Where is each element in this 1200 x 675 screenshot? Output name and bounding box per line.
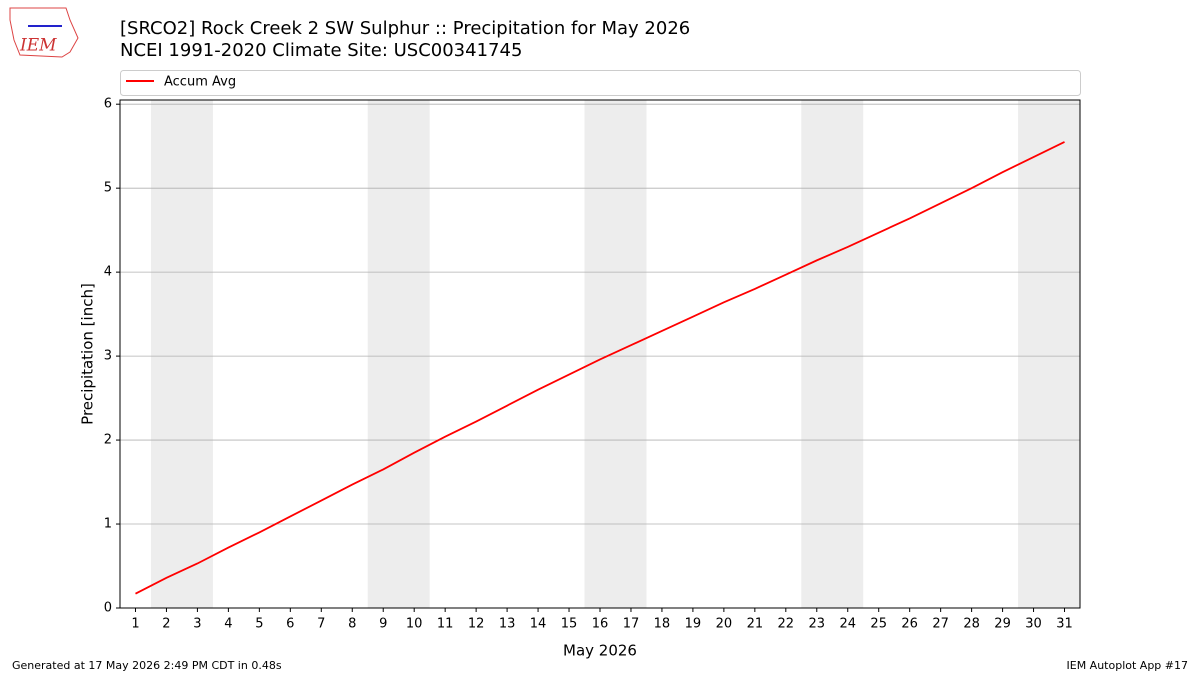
logo: IEM — [9, 7, 79, 58]
weekend-shade — [150, 100, 213, 608]
x-tick-label: 19 — [685, 617, 702, 632]
x-tick-label: 15 — [561, 617, 578, 632]
x-tick-label: 24 — [839, 617, 856, 632]
x-tick-label: 20 — [716, 617, 733, 632]
x-tick-label: 30 — [1025, 617, 1042, 632]
y-tick-label: 4 — [104, 265, 112, 280]
x-tick-label: 2 — [162, 617, 170, 632]
footer-right: IEM Autoplot App #17 — [1067, 659, 1189, 672]
x-tick-label: 11 — [437, 617, 454, 632]
x-tick-label: 17 — [623, 617, 640, 632]
x-tick-label: 8 — [348, 617, 356, 632]
weekend-shade — [801, 100, 864, 608]
weekend-shade — [1018, 100, 1080, 608]
chart-title: [SRCO2] Rock Creek 2 SW Sulphur :: Preci… — [120, 18, 690, 39]
y-tick-label: 6 — [104, 97, 112, 112]
x-tick-label: 9 — [379, 617, 387, 632]
y-tick-label: 0 — [104, 601, 112, 616]
x-tick-label: 21 — [747, 617, 764, 632]
y-tick-label: 3 — [104, 349, 112, 364]
y-tick-label: 1 — [104, 517, 112, 532]
chart-subtitle: NCEI 1991-2020 Climate Site: USC00341745 — [120, 40, 522, 61]
x-tick-label: 29 — [994, 617, 1011, 632]
x-tick-label: 7 — [317, 617, 325, 632]
x-tick-label: 28 — [963, 617, 980, 632]
logo-text: IEM — [19, 36, 57, 56]
x-tick-label: 23 — [809, 617, 826, 632]
weekend-shade — [367, 100, 430, 608]
x-tick-label: 14 — [530, 617, 547, 632]
logo-outline — [9, 7, 79, 58]
weekend-shade — [584, 100, 647, 608]
x-tick-label: 12 — [468, 617, 485, 632]
legend-label: Accum Avg — [164, 75, 236, 90]
y-tick-label: 2 — [104, 433, 112, 448]
x-tick-label: 31 — [1056, 617, 1073, 632]
x-tick-label: 4 — [224, 617, 232, 632]
x-tick-label: 13 — [499, 617, 516, 632]
x-tick-label: 10 — [406, 617, 423, 632]
y-axis-label: Precipitation [inch] — [79, 283, 97, 425]
x-axis-label: May 2026 — [563, 642, 637, 660]
plot-frame — [119, 99, 1081, 609]
x-tick-label: 26 — [901, 617, 918, 632]
x-tick-label: 5 — [255, 617, 263, 632]
x-tick-label: 25 — [870, 617, 887, 632]
x-tick-label: 16 — [592, 617, 609, 632]
legend-box — [120, 70, 1081, 96]
line-series — [135, 141, 1065, 595]
y-tick-label: 5 — [104, 181, 112, 196]
x-tick-label: 1 — [131, 617, 139, 632]
x-tick-label: 18 — [654, 617, 671, 632]
x-tick-label: 3 — [193, 617, 201, 632]
x-tick-label: 27 — [932, 617, 949, 632]
x-tick-label: 22 — [778, 617, 795, 632]
footer-left: Generated at 17 May 2026 2:49 PM CDT in … — [12, 659, 282, 672]
x-tick-label: 6 — [286, 617, 294, 632]
